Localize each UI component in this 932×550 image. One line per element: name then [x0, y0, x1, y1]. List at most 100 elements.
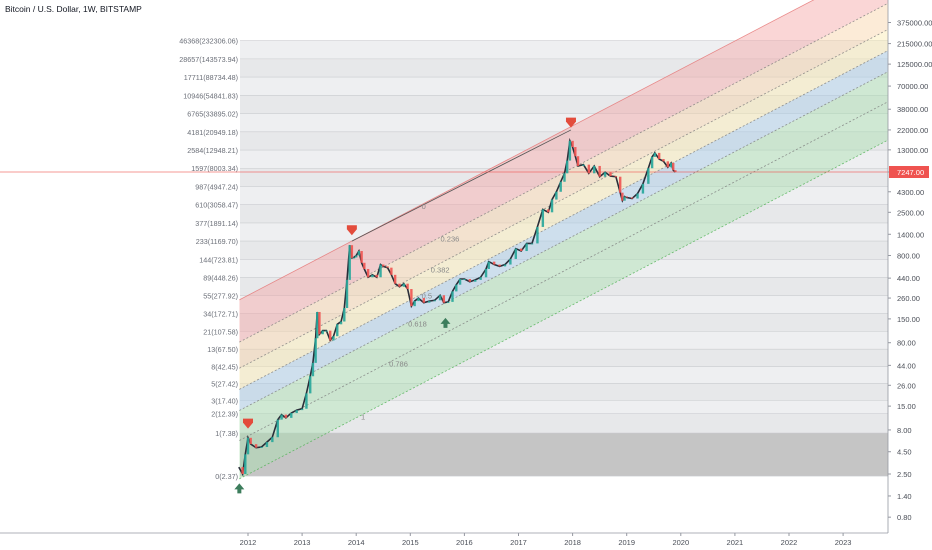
- candle: [657, 152, 661, 160]
- candle: [246, 437, 250, 455]
- y-tick-label: 1.40: [897, 492, 912, 501]
- candle: [555, 191, 558, 200]
- fib-band: [240, 400, 888, 414]
- candle: [509, 258, 512, 265]
- fib-band: [240, 150, 888, 169]
- candle: [463, 279, 466, 281]
- fib-channel-band: [239, 91, 909, 479]
- fib-band: [240, 331, 888, 350]
- fib-level-label: 0(2.37): [215, 472, 238, 481]
- y-tick-label: 70000.00: [897, 82, 928, 91]
- channel-ratio-label: 0.236: [441, 234, 460, 243]
- fib-level-label: 28657(143573.94): [179, 55, 238, 64]
- candle: [271, 437, 274, 443]
- candle: [336, 324, 339, 337]
- x-axis: 2012 2013 2014 2015 2016 2017 2018 2019 2020 2021…: [0, 532, 888, 547]
- fib-level-label: 34(172.71): [203, 310, 238, 319]
- candle: [314, 338, 317, 363]
- fib-channel-band: [239, 0, 909, 369]
- candle: [614, 176, 618, 178]
- fib-band: [240, 383, 888, 401]
- candle: [295, 410, 298, 414]
- fib-level-label: 89(448.26): [203, 273, 238, 282]
- fib-band: [240, 77, 888, 96]
- candle: [587, 164, 591, 174]
- fib-level-label: 10946(54841.83): [183, 91, 238, 100]
- x-tick-label: 2021: [727, 538, 744, 547]
- fib-level-label: 610(3058.47): [195, 201, 238, 210]
- candle: [609, 172, 612, 177]
- fib-level-label: 233(1169.70): [196, 237, 238, 246]
- fib-channel-band: [239, 40, 909, 411]
- fib-channel-band: [239, 18, 909, 390]
- candle: [379, 264, 382, 278]
- y-tick-label: 150.00: [897, 315, 920, 324]
- channel-ratio-label: 0.786: [389, 360, 408, 369]
- y-tick-label: 80.00: [897, 339, 916, 348]
- y-tick-label: 215000.00: [897, 40, 932, 49]
- current-price-badge: [889, 166, 929, 178]
- candle: [422, 298, 426, 303]
- fib-channel-line: [239, 18, 909, 369]
- fib-band: [240, 241, 888, 260]
- candle: [316, 311, 319, 339]
- fib-band: [240, 259, 888, 278]
- candle: [479, 277, 482, 280]
- candle: [339, 321, 343, 325]
- fib-band: [240, 313, 888, 332]
- fib-channel-line: [239, 60, 909, 411]
- x-tick-label: 2020: [672, 538, 689, 547]
- candle: [603, 172, 607, 177]
- candle: [520, 248, 523, 252]
- candle: [621, 192, 624, 201]
- fib-level-label: 1597(8003.34): [191, 164, 238, 173]
- trend-line: [351, 129, 572, 242]
- candle: [406, 283, 409, 290]
- y-tick-label: 2500.00: [897, 208, 924, 217]
- x-tick-label: 2012: [240, 538, 257, 547]
- candle: [446, 301, 450, 303]
- candle: [503, 264, 507, 267]
- candle: [623, 196, 626, 201]
- fib-band: [240, 131, 888, 151]
- candle: [355, 255, 358, 258]
- y-tick-label: 260.00: [897, 294, 920, 303]
- candle: [650, 156, 654, 169]
- candle: [559, 181, 562, 192]
- candle: [329, 330, 332, 341]
- x-tick-label: 2015: [402, 538, 419, 547]
- fib-band: [240, 186, 888, 205]
- price-series: [238, 137, 677, 477]
- candle: [357, 251, 361, 256]
- fib-level-label: 144(723.81): [199, 255, 238, 264]
- y-tick-label: 26.00: [897, 381, 916, 390]
- y-tick-label: 7247.00: [897, 168, 924, 177]
- candle: [641, 183, 645, 194]
- candle: [474, 279, 477, 282]
- candle: [536, 226, 539, 244]
- candle: [325, 330, 328, 332]
- y-tick-label: 38000.00: [897, 105, 928, 114]
- fib-level-label: 2(12.39): [211, 409, 238, 418]
- fib-level-label: 13(67.50): [207, 345, 238, 354]
- candle: [672, 162, 675, 171]
- up-arrow-marker: [234, 483, 245, 494]
- candle: [484, 268, 488, 278]
- fib-level-label: 377(1891.14): [195, 219, 238, 228]
- candle: [249, 437, 252, 445]
- candle: [265, 442, 269, 447]
- fib-level-label: 21(107.58): [203, 327, 238, 336]
- candle: [241, 467, 244, 474]
- y-tick-label: 125000.00: [897, 60, 932, 69]
- fib-band: [240, 366, 888, 384]
- candle: [305, 393, 308, 409]
- y-tick-label: 8.00: [897, 426, 912, 435]
- candle: [410, 289, 413, 307]
- fib-level-label: 3(17.40): [211, 397, 238, 406]
- fib-level-label: 5(27.42): [211, 379, 238, 388]
- fib-band: [240, 413, 888, 433]
- y-tick-label: 375000.00: [897, 19, 932, 28]
- candle: [541, 209, 545, 227]
- fib-channel-line: [239, 90, 909, 441]
